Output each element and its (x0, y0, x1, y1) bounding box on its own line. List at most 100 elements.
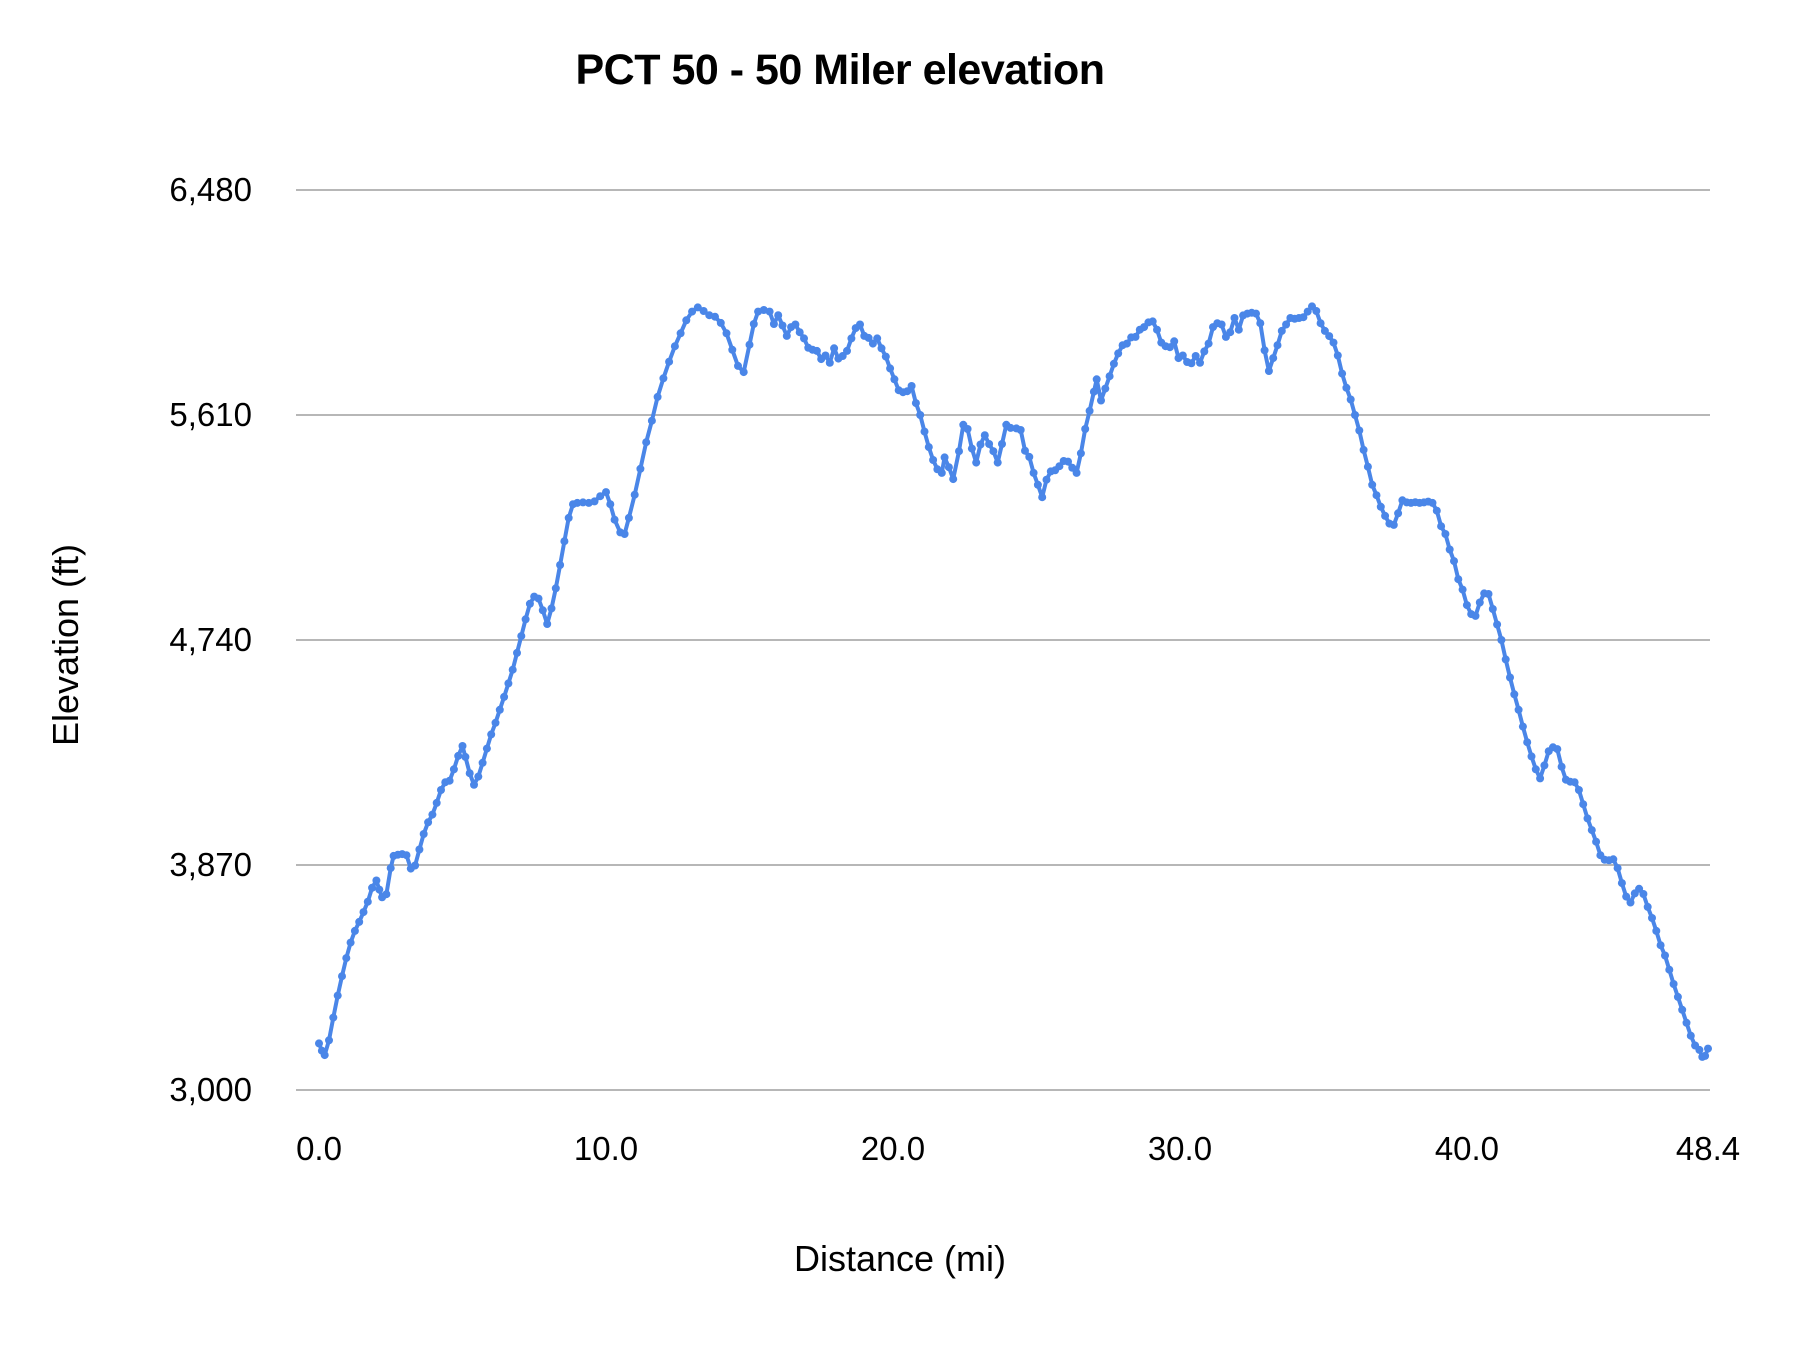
data-point (1097, 396, 1105, 405)
data-point (386, 864, 395, 873)
data-point (881, 352, 890, 361)
x-tick-label-10.0: 10.0 (574, 1130, 638, 1167)
data-point (1506, 673, 1514, 682)
data-point (682, 316, 691, 325)
data-point (873, 334, 882, 343)
data-point (491, 718, 500, 727)
data-point (1101, 384, 1110, 393)
data-point (564, 513, 573, 522)
data-point (890, 375, 899, 384)
data-point (500, 692, 509, 701)
data-point (1553, 745, 1562, 754)
data-point (1497, 636, 1506, 644)
data-point (556, 561, 565, 569)
data-point (538, 606, 547, 615)
data-point (1191, 352, 1200, 360)
data-point (1622, 892, 1631, 901)
data-point (338, 972, 346, 981)
data-point (1389, 520, 1398, 529)
data-point (1531, 765, 1540, 774)
data-point (812, 346, 821, 355)
data-point (1312, 307, 1321, 315)
data-point (325, 1036, 333, 1045)
data-point (1587, 826, 1596, 835)
data-point (1196, 358, 1204, 367)
data-point (1613, 864, 1622, 873)
data-point (596, 492, 605, 501)
data-point (795, 328, 804, 337)
data-point (415, 845, 424, 854)
data-point (1665, 965, 1674, 974)
data-point (1574, 786, 1583, 794)
data-point (375, 885, 384, 894)
data-point (1006, 423, 1015, 432)
chart-title: PCT 50 - 50 Miler elevation (575, 46, 1105, 94)
data-point (1064, 457, 1072, 466)
data-point (716, 318, 725, 327)
data-point (1458, 585, 1467, 594)
data-point (1273, 341, 1282, 350)
data-point (610, 515, 619, 524)
y-tick-label-3870: 3,870 (169, 846, 252, 883)
data-point (924, 443, 933, 452)
data-point (665, 357, 674, 366)
data-point (333, 991, 342, 1000)
data-point (821, 351, 830, 360)
data-point (985, 440, 994, 448)
data-point (1038, 493, 1047, 502)
data-point (1269, 354, 1278, 363)
data-point (1536, 774, 1545, 783)
x-tick-label-30.0: 30.0 (1148, 1130, 1212, 1167)
data-point (642, 438, 651, 447)
data-point (517, 632, 526, 641)
data-point (1355, 426, 1364, 435)
data-point (1021, 446, 1029, 455)
data-point (320, 1051, 329, 1060)
data-point (1484, 590, 1493, 598)
data-point (1042, 475, 1051, 484)
data-point (1081, 425, 1090, 433)
data-point (474, 772, 483, 781)
data-point (1105, 372, 1114, 381)
data-point (907, 382, 916, 390)
data-point (1450, 557, 1458, 566)
x-tick-label-0.0: 0.0 (296, 1130, 342, 1167)
data-point (1170, 337, 1179, 346)
data-point (525, 599, 534, 608)
data-point (843, 346, 851, 355)
data-point (1204, 339, 1213, 348)
data-point (1178, 351, 1187, 360)
data-point (1368, 480, 1377, 489)
data-point (504, 679, 513, 688)
data-point (1394, 509, 1403, 518)
data-point (372, 876, 381, 885)
y-tick-label-6480: 6,480 (169, 171, 252, 208)
data-point (1200, 347, 1209, 356)
data-point (428, 810, 437, 819)
data-point (636, 464, 645, 473)
data-point (1234, 325, 1243, 334)
data-point (1089, 387, 1098, 396)
data-point (534, 594, 543, 603)
data-point (1652, 926, 1661, 935)
data-point (778, 321, 787, 330)
data-point (579, 498, 587, 507)
data-point (1025, 452, 1034, 461)
data-point (1661, 951, 1669, 960)
data-point (630, 490, 639, 499)
data-point (602, 488, 610, 497)
data-point (458, 742, 467, 750)
data-point (1226, 328, 1235, 337)
data-point (745, 340, 754, 349)
data-point (1454, 575, 1463, 584)
data-point (547, 604, 556, 613)
data-point (1437, 522, 1446, 531)
data-point (1072, 468, 1081, 477)
data-point (944, 463, 953, 472)
data-point (346, 938, 355, 947)
data-point (1583, 814, 1592, 823)
data-point (989, 447, 998, 456)
data-point (1540, 761, 1549, 770)
data-point (1656, 941, 1665, 950)
data-point (543, 620, 552, 628)
